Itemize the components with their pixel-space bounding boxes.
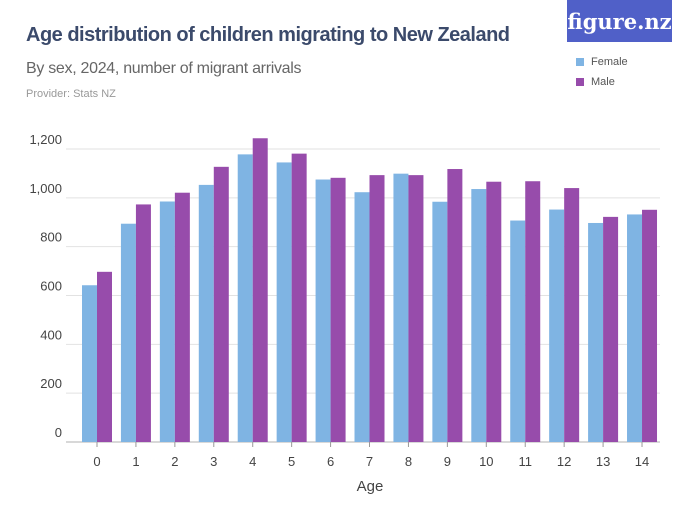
legend-swatch-male — [576, 78, 584, 86]
x-tick-label: 13 — [596, 454, 610, 469]
legend-item-female: Female — [576, 52, 628, 72]
bar-male-age-7 — [369, 175, 385, 442]
bar-female-age-5 — [276, 162, 292, 442]
y-tick-label: 200 — [40, 376, 62, 391]
y-tick-label: 800 — [40, 230, 62, 245]
legend-label-male: Male — [591, 76, 615, 88]
bar-female-age-2 — [159, 201, 175, 442]
y-tick-label: 0 — [55, 425, 62, 440]
y-tick-label: 400 — [40, 327, 62, 342]
provider-label: Provider: Stats NZ — [26, 88, 116, 100]
x-tick-label: 6 — [327, 454, 334, 469]
bar-female-age-11 — [510, 220, 526, 442]
bar-male-age-3 — [213, 166, 229, 443]
bar-male-age-6 — [330, 177, 346, 443]
bar-male-age-12 — [564, 188, 580, 442]
bar-male-age-14 — [642, 209, 658, 442]
x-tick-label: 5 — [288, 454, 295, 469]
y-tick-label: 1,000 — [29, 181, 62, 196]
bar-male-age-4 — [252, 138, 268, 443]
legend-swatch-female — [576, 58, 584, 66]
bar-male-age-0 — [97, 271, 112, 442]
bar-male-age-1 — [135, 204, 151, 442]
x-tick-label: 11 — [518, 454, 532, 469]
x-tick-label: 10 — [479, 454, 493, 469]
y-tick-label: 1,200 — [29, 132, 62, 147]
bar-male-age-2 — [174, 192, 190, 442]
legend: Female Male — [576, 52, 628, 92]
chart-title: Age distribution of children migrating t… — [26, 24, 510, 46]
x-tick-label: 4 — [249, 454, 256, 469]
bar-male-age-11 — [525, 181, 541, 443]
bar-female-age-4 — [237, 154, 253, 442]
x-axis-label: Age — [357, 478, 384, 495]
bar-male-age-10 — [486, 181, 502, 443]
bar-female-age-9 — [432, 201, 448, 442]
x-tick-label: 2 — [171, 454, 178, 469]
legend-label-female: Female — [591, 56, 628, 68]
bar-female-age-3 — [198, 184, 214, 442]
x-tick-label: 12 — [557, 454, 571, 469]
bar-female-age-10 — [471, 189, 487, 442]
x-tick-label: 8 — [405, 454, 412, 469]
bar-male-age-9 — [447, 169, 463, 442]
x-tick-label: 7 — [366, 454, 373, 469]
x-tick-label: 1 — [132, 454, 139, 469]
bar-female-age-13 — [588, 222, 604, 442]
bar-female-age-8 — [393, 173, 409, 442]
figure-nz-logo[interactable]: figure.nz — [567, 0, 672, 42]
bar-female-age-0 — [82, 285, 97, 442]
x-tick-label: 9 — [444, 454, 451, 469]
bar-female-age-1 — [120, 223, 136, 442]
y-tick-label: 600 — [40, 279, 62, 294]
bar-male-age-8 — [408, 175, 424, 442]
bar-female-age-12 — [549, 209, 565, 442]
bar-female-age-7 — [354, 192, 370, 442]
bar-male-age-5 — [291, 153, 307, 442]
x-tick-label: 3 — [210, 454, 217, 469]
legend-item-male: Male — [576, 72, 628, 92]
x-tick-label: 0 — [93, 454, 100, 469]
bar-female-age-6 — [315, 179, 331, 443]
chart-subtitle: By sex, 2024, number of migrant arrivals — [26, 60, 302, 77]
bar-female-age-14 — [627, 214, 643, 442]
x-tick-label: 14 — [635, 454, 649, 469]
bar-male-age-13 — [603, 216, 619, 442]
